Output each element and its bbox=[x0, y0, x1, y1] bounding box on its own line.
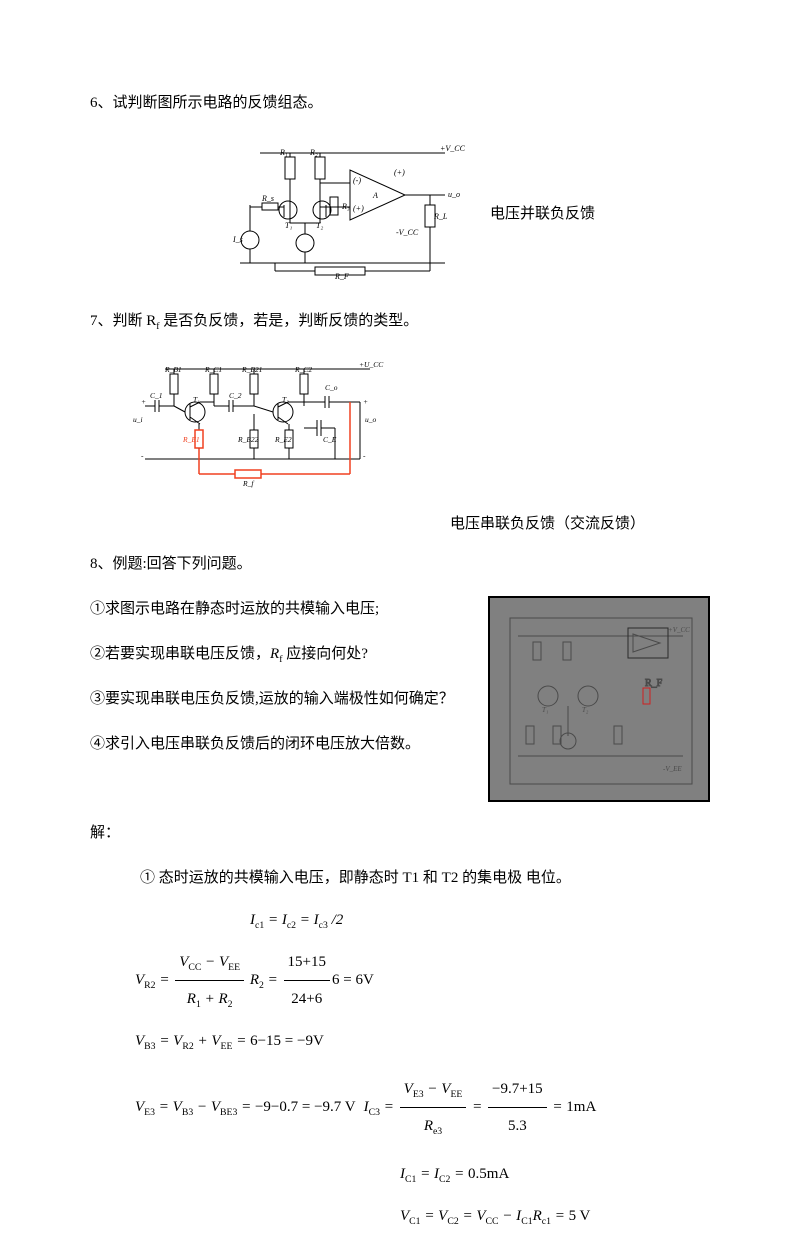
q7-answer: 电压串联负反馈（交流反馈） bbox=[450, 512, 645, 533]
svg-text:R_L: R_L bbox=[433, 212, 448, 221]
svg-text:T₂: T₂ bbox=[282, 395, 289, 404]
svg-text:A: A bbox=[372, 191, 378, 200]
svg-text:+: + bbox=[141, 397, 146, 406]
q8-panel-svg: R_F T₁ T₂ +V_CC -V_EE bbox=[498, 606, 704, 796]
q6-prompt: 6、试判断图所示电路的反馈组态。 bbox=[90, 90, 710, 117]
eq-vb3: VB3 = VR2 + VEE = 6−15 = −9V bbox=[135, 1023, 710, 1059]
solution-line1: ① 态时运放的共模输入电压，即静态时 T1 和 T2 的集电极 电位。 bbox=[140, 865, 710, 892]
q6-answer: 电压并联负反馈 bbox=[490, 202, 595, 223]
svg-text:+: + bbox=[363, 397, 368, 406]
svg-text:u_o: u_o bbox=[365, 415, 377, 424]
svg-text:R_f: R_f bbox=[242, 479, 254, 488]
q8-item2: ②若要实现串联电压反馈，Rf 应接向何处? bbox=[90, 641, 474, 669]
svg-text:-V_CC: -V_CC bbox=[396, 228, 419, 237]
svg-text:R₃: R₃ bbox=[341, 202, 350, 211]
eq-ve3: VE3 = VB3 − VBE3 = −9−0.7 = −9.7 V bbox=[135, 1089, 356, 1125]
svg-text:(+): (+) bbox=[394, 168, 405, 177]
q7-answer-row: 电压串联负反馈（交流反馈） bbox=[90, 512, 710, 533]
svg-text:R₂: R₂ bbox=[309, 148, 318, 157]
svg-text:R₁: R₁ bbox=[279, 148, 288, 157]
svg-text:+V_CC: +V_CC bbox=[668, 626, 690, 634]
eq-ic3: IC3 = VE3 − VEERe3 = −9.7+155.3 = 1mA bbox=[364, 1071, 597, 1144]
svg-text:-: - bbox=[141, 451, 144, 460]
eq-ve3-ic3-row: VE3 = VB3 − VBE3 = −9−0.7 = −9.7 V IC3 =… bbox=[135, 1065, 710, 1150]
q8-circuit-panel: R_F T₁ T₂ +V_CC -V_EE bbox=[488, 596, 710, 802]
svg-text:u_o: u_o bbox=[448, 190, 460, 199]
solution-header: 解： bbox=[90, 820, 710, 847]
svg-text:u_i: u_i bbox=[133, 415, 143, 424]
q7-prompt: 7、判断 Rf 是否负反馈，若是，判断反馈的类型。 bbox=[90, 308, 710, 336]
svg-text:T₁: T₁ bbox=[542, 706, 548, 714]
q8-body: ①求图示电路在静态时运放的共模输入电压; ②若要实现串联电压反馈，Rf 应接向何… bbox=[90, 596, 710, 802]
eq-ic123: Ic1 = Ic2 = Ic3 /2 bbox=[250, 902, 710, 938]
svg-text:R_B22: R_B22 bbox=[237, 435, 259, 444]
svg-text:I_s: I_s bbox=[232, 235, 243, 244]
svg-text:-V_EE: -V_EE bbox=[663, 765, 682, 773]
svg-text:R_E1: R_E1 bbox=[182, 435, 200, 444]
svg-text:+V_CC: +V_CC bbox=[440, 144, 466, 153]
svg-text:T₁: T₁ bbox=[285, 221, 292, 230]
svg-text:T₂: T₂ bbox=[316, 221, 323, 230]
svg-text:R_C1: R_C1 bbox=[204, 365, 222, 374]
svg-text:R_s: R_s bbox=[261, 194, 274, 203]
svg-text:C_2: C_2 bbox=[229, 391, 242, 400]
q8-item1: ①求图示电路在静态时运放的共模输入电压; bbox=[90, 596, 474, 623]
q8-title: 8、例题:回答下列问题。 bbox=[90, 551, 710, 578]
svg-text:-: - bbox=[363, 451, 366, 460]
svg-text:C_1: C_1 bbox=[150, 391, 163, 400]
q7-circuit-svg: R_B1 R_C1 R_B21 R_C2 C_o C_1 C_2 T₁ T₂ R_E1 R_… bbox=[125, 354, 395, 489]
q7-circuit: R_B1 R_C1 R_B21 R_C2 C_o C_1 C_2 T₁ T₂ R_E1 R_… bbox=[125, 354, 395, 494]
eq-vr2: VR2 = VCC − VEER1 + R2 R2 = 15+1524+66 =… bbox=[135, 944, 710, 1017]
svg-text:R_F: R_F bbox=[645, 678, 663, 689]
svg-text:T₁: T₁ bbox=[193, 395, 200, 404]
svg-text:R_F: R_F bbox=[334, 272, 349, 281]
q6-row: R₁ R₂ A (-) (+) (+) T₁ T₂ R_L u_o R_F I_s R… bbox=[90, 135, 710, 290]
q8-item4: ④求引入电压串联负反馈后的闭环电压放大倍数。 bbox=[90, 731, 474, 758]
eq-vc12: VC1 = VC2 = VCC − IC1Rc1 = 5 V bbox=[400, 1198, 710, 1234]
q6-circuit-svg: R₁ R₂ A (-) (+) (+) T₁ T₂ R_L u_o R_F I_s R… bbox=[230, 135, 470, 285]
q7-row: R_B1 R_C1 R_B21 R_C2 C_o C_1 C_2 T₁ T₂ R_E1 R_… bbox=[90, 354, 710, 494]
q8-item3: ③要实现串联电压负反馈,运放的输入端极性如何确定？ bbox=[90, 686, 474, 713]
svg-text:+U_CC: +U_CC bbox=[359, 360, 384, 369]
svg-text:R_E2: R_E2 bbox=[274, 435, 292, 444]
svg-text:C_E: C_E bbox=[323, 435, 337, 444]
q6-circuit: R₁ R₂ A (-) (+) (+) T₁ T₂ R_L u_o R_F I_s R… bbox=[230, 135, 470, 290]
eq-ic12: IC1 = IC2 = 0.5mA bbox=[400, 1156, 710, 1192]
svg-text:T₂: T₂ bbox=[582, 706, 589, 714]
svg-text:C_o: C_o bbox=[325, 383, 338, 392]
svg-text:R_C2: R_C2 bbox=[294, 365, 312, 374]
svg-text:R_B21: R_B21 bbox=[241, 365, 262, 374]
svg-text:R_B1: R_B1 bbox=[164, 365, 182, 374]
svg-text:(-): (-) bbox=[353, 176, 361, 185]
svg-text:(+): (+) bbox=[353, 204, 364, 213]
